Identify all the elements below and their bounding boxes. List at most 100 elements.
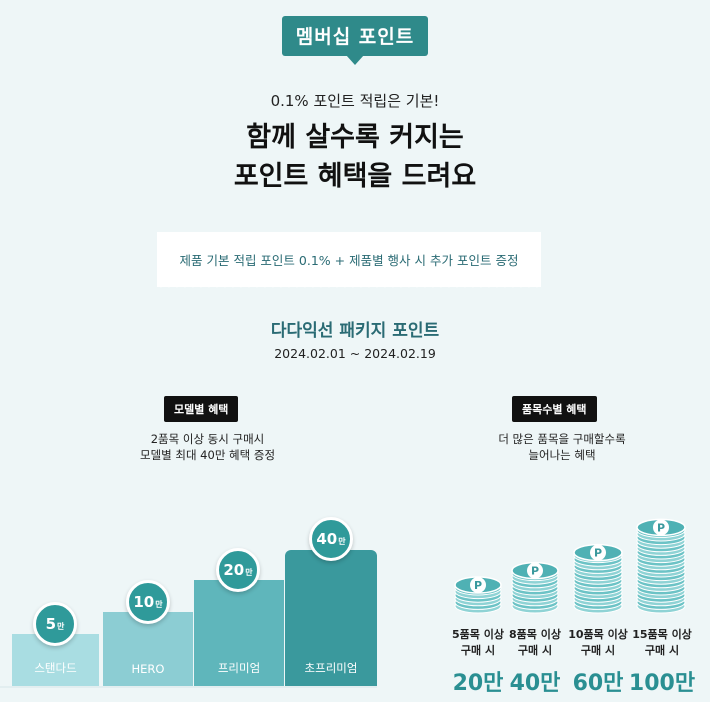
stack-label-10: 10품목 이상 구매 시 — [562, 627, 634, 659]
coin — [511, 569, 559, 585]
coin — [636, 580, 686, 596]
coin — [454, 594, 502, 610]
coin-top — [511, 561, 559, 580]
bar-label: 스탠다드 — [34, 661, 77, 675]
bar-unit: 만 — [245, 567, 253, 577]
item-count-benefit-desc: 더 많은 품목을 구매할수록 늘어나는 혜택 — [462, 431, 662, 463]
coin — [636, 558, 686, 574]
stack-label-line2: 구매 시 — [580, 644, 616, 657]
coin — [454, 598, 502, 614]
p-coin-icon — [590, 544, 606, 561]
item-count-benefit-pill: 품목수별 혜택 — [512, 396, 597, 422]
stack-label-line1: 10품목 이상 — [568, 628, 628, 641]
coin — [636, 573, 686, 589]
coin — [573, 548, 623, 564]
subtitle: 0.1% 포인트 적립은 기본! — [270, 92, 440, 110]
p-coin-icon — [527, 562, 543, 579]
stack-label-line1: 5품목 이상 — [452, 628, 504, 641]
coin — [454, 587, 502, 603]
coin — [511, 587, 559, 603]
stack-label-line2: 구매 시 — [644, 644, 680, 657]
coin — [511, 598, 559, 614]
stack-amount-8: 40만 — [509, 671, 561, 696]
coin — [573, 576, 623, 592]
bar-unit: 만 — [57, 621, 65, 631]
coin — [573, 580, 623, 596]
coin — [573, 587, 623, 603]
p-coin-letter: P — [531, 565, 539, 578]
coin — [636, 533, 686, 549]
value-badge-hero: 10 만 — [126, 580, 170, 624]
coin — [636, 594, 686, 610]
coin — [454, 591, 502, 607]
value-badge-premium: 20 만 — [216, 548, 260, 592]
coin — [636, 526, 686, 542]
model-benefit-pill: 모델별 혜택 — [164, 396, 239, 422]
coin-top — [636, 518, 686, 537]
coin — [636, 584, 686, 600]
coin — [636, 544, 686, 560]
bar-label: 프리미엄 — [217, 661, 261, 675]
bar-label: HERO — [131, 662, 165, 676]
coin-stack-1: P — [511, 561, 559, 614]
coin — [636, 548, 686, 564]
coin — [573, 594, 623, 610]
p-coin-letter: P — [657, 521, 665, 534]
coin — [511, 584, 559, 600]
value-badge-super-premium: 40 만 — [309, 517, 353, 561]
model-desc-line-2: 모델별 최대 40만 혜택 증정 — [139, 448, 276, 462]
coin — [573, 555, 623, 571]
headline-line-2: 포인트 혜택을 드려요 — [233, 161, 477, 192]
bar-value: 5 — [45, 615, 57, 633]
bar-value: 10 — [133, 593, 155, 611]
stack-label-line1: 8품목 이상 — [509, 628, 561, 641]
coin — [511, 591, 559, 607]
coin — [636, 530, 686, 546]
coin — [454, 584, 502, 600]
coin — [636, 587, 686, 603]
coin — [573, 551, 623, 567]
coin — [573, 558, 623, 574]
model-desc-line-1: 2품목 이상 동시 구매시 — [150, 432, 265, 446]
stack-amount-5: 20만 — [452, 671, 504, 696]
bar-hero: HERO — [103, 612, 193, 686]
bar-baseline — [0, 686, 377, 688]
coin — [511, 580, 559, 596]
coin-stack-0: P — [454, 576, 502, 614]
p-coin-letter: P — [594, 547, 602, 560]
coin — [636, 569, 686, 585]
item-desc-line-1: 더 많은 품목을 구매할수록 — [498, 432, 626, 446]
coin — [636, 537, 686, 553]
coin — [573, 566, 623, 582]
coin — [573, 569, 623, 585]
coin — [573, 562, 623, 578]
section-title: 다다익선 패키지 포인트 — [270, 321, 440, 341]
p-coin-letter: P — [474, 579, 482, 592]
stack-amount-10: 60만 — [572, 671, 624, 696]
stack-label-5: 5품목 이상 구매 시 — [446, 627, 510, 659]
coin — [636, 576, 686, 592]
stack-label-8: 8품목 이상 구매 시 — [503, 627, 567, 659]
membership-badge: 멤버십 포인트 — [281, 16, 429, 65]
info-box: 제품 기본 적립 포인트 0.1% + 제품별 행사 시 추가 포인트 증정 — [157, 232, 541, 291]
headline-line-1: 함께 살수록 커지는 — [246, 122, 464, 153]
coin — [573, 598, 623, 614]
coin-top — [573, 543, 623, 562]
coin — [636, 540, 686, 556]
section-date: 2024.02.01 ~ 2024.02.19 — [274, 346, 436, 361]
bar-super-premium: 초프리미엄 — [285, 550, 377, 686]
coin — [636, 555, 686, 571]
coin-top — [454, 576, 502, 594]
bar-label: 초프리미엄 — [304, 661, 358, 675]
coin — [511, 566, 559, 582]
info-box-text: 제품 기본 적립 포인트 0.1% + 제품별 행사 시 추가 포인트 증정 — [179, 253, 519, 268]
stack-label-line2: 구매 시 — [460, 644, 496, 657]
p-coin-icon — [470, 577, 486, 593]
coin — [454, 580, 502, 596]
coin — [636, 591, 686, 607]
coin — [636, 551, 686, 567]
coin — [636, 598, 686, 614]
coin — [511, 576, 559, 592]
coin — [573, 584, 623, 600]
bar-value: 20 — [223, 561, 245, 579]
